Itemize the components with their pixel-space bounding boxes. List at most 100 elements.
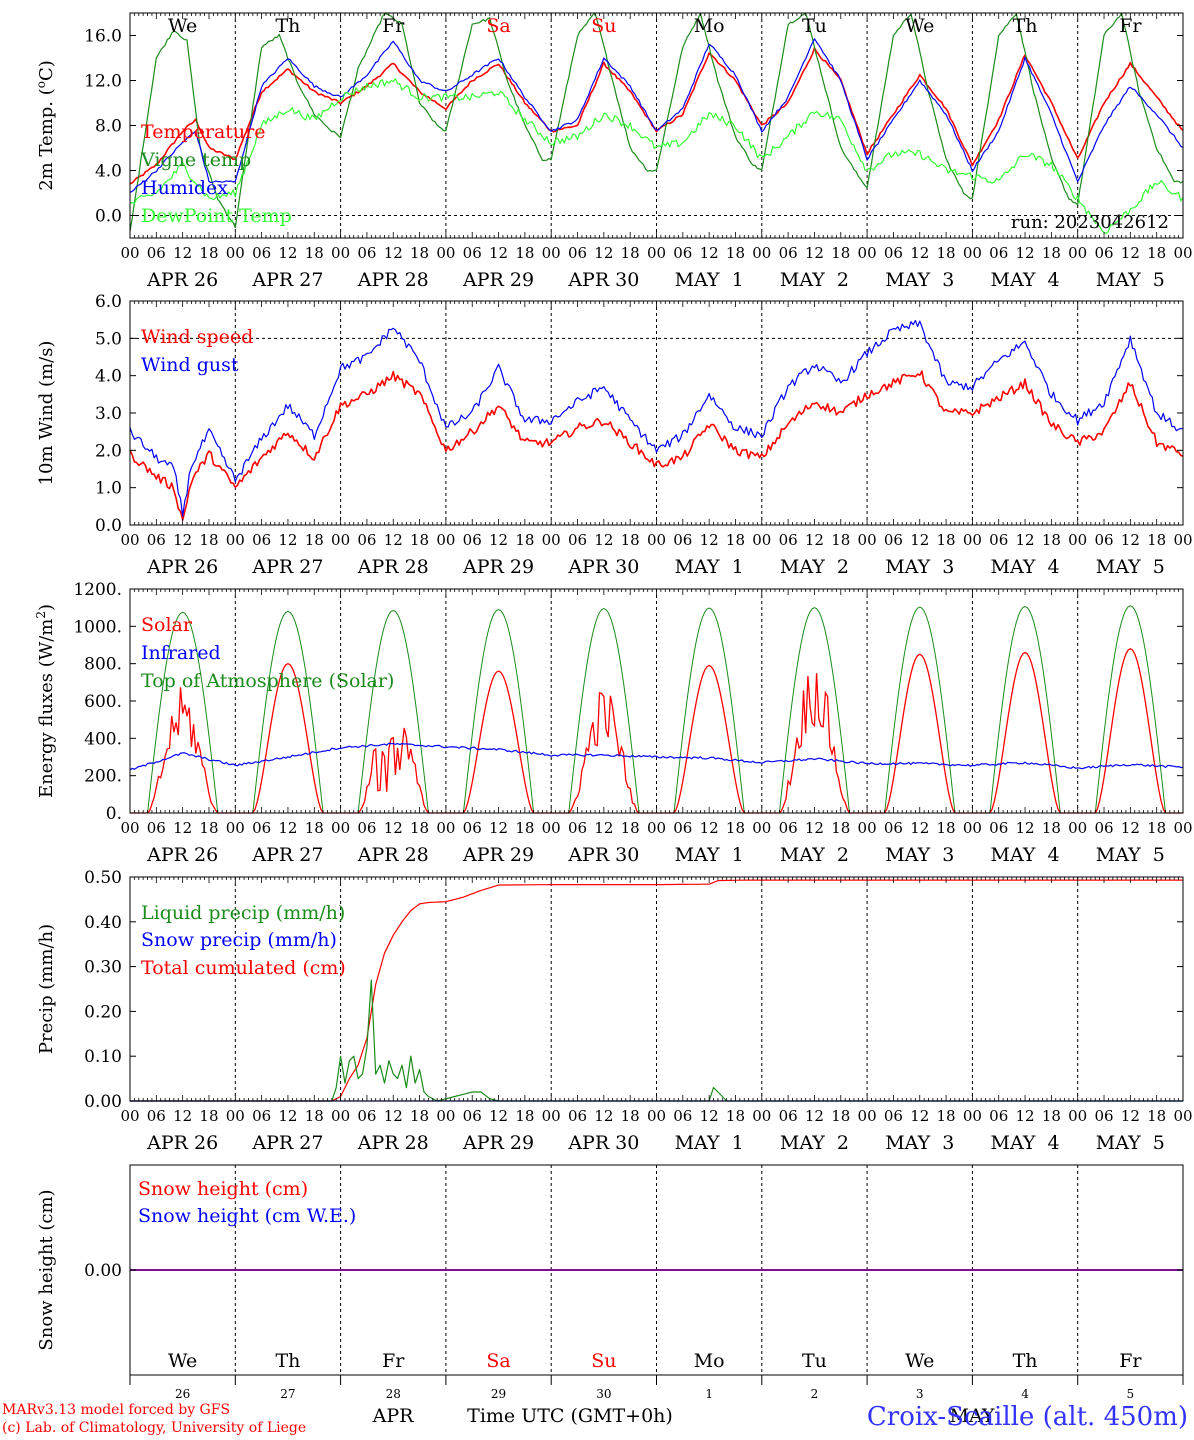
x-date-label: APR 27 (251, 1132, 323, 1154)
x-hour-label: 18 (1042, 244, 1061, 262)
y-tick-label: 800. (84, 655, 122, 675)
x-hour-label: 12 (173, 244, 192, 262)
legend-entry: Infrared (141, 642, 221, 664)
legend-entry: Total cumulated (cm) (141, 957, 346, 979)
x-hour-label: 00 (331, 531, 350, 549)
x-hour-label: 00 (858, 1107, 877, 1125)
day-number: 2 (811, 1387, 819, 1401)
x-hour-label: 00 (120, 819, 139, 837)
day-name: Fr (1119, 1350, 1142, 1372)
x-date-label: APR 26 (146, 269, 218, 291)
x-hour-label: 06 (673, 244, 692, 262)
x-date-label: MAY 3 (885, 269, 954, 291)
x-hour-label: 12 (278, 244, 297, 262)
x-hour-label: 00 (120, 244, 139, 262)
y-tick-label: 3.0 (95, 404, 122, 424)
x-hour-label: 18 (937, 819, 956, 837)
x-hour-label: 18 (199, 1107, 218, 1125)
y-axis-label: Energy fluxes (W/m2) (34, 604, 57, 798)
x-date-label: MAY 2 (780, 269, 849, 291)
y-tick-label: 0.0 (95, 207, 122, 227)
x-hour-label: 06 (357, 244, 376, 262)
y-tick-label: 0.00 (84, 1261, 122, 1281)
x-hour-label: 06 (1094, 819, 1113, 837)
x-hour-label: 06 (357, 819, 376, 837)
x-hour-label: 06 (884, 1107, 903, 1125)
x-hour-label: 00 (1068, 819, 1087, 837)
x-hour-label: 06 (1094, 531, 1113, 549)
y-tick-label: 0.20 (84, 1002, 122, 1022)
y-tick-label: 6.0 (95, 292, 122, 312)
y-tick-label: 600. (84, 692, 122, 712)
x-hour-label: 06 (568, 819, 587, 837)
day-name: Su (591, 1350, 616, 1372)
x-hour-label: 06 (147, 244, 166, 262)
x-date-label: MAY 4 (990, 1132, 1059, 1154)
run-label: run: 2023042612 (1011, 212, 1169, 233)
x-hour-label: 00 (963, 531, 982, 549)
x-date-label: APR 27 (251, 556, 323, 578)
day-name: Th (1013, 1350, 1038, 1372)
x-date-label: APR 30 (567, 1132, 639, 1154)
day-number: 27 (280, 1387, 295, 1401)
x-hour-label: 06 (989, 531, 1008, 549)
x-hour-label: 18 (199, 531, 218, 549)
x-date-label: APR 30 (567, 269, 639, 291)
x-hour-label: 06 (357, 1107, 376, 1125)
x-hour-label: 12 (1121, 531, 1140, 549)
x-hour-label: 18 (1042, 819, 1061, 837)
x-hour-label: 06 (147, 1107, 166, 1125)
x-hour-label: 06 (147, 819, 166, 837)
chart-panel-snow: 0.00 Snow height (cm) We Th Fr Sa Su Mo Tu We Th Fr… (36, 1164, 1184, 1401)
day-name: Mo (694, 15, 725, 37)
x-date-label: APR 29 (462, 556, 534, 578)
x-hour-label: 06 (463, 819, 482, 837)
day-name: Fr (1119, 15, 1142, 37)
series-wind-speed (129, 370, 1184, 521)
x-hour-label: 06 (673, 531, 692, 549)
x-date-label: MAY 5 (1096, 556, 1165, 578)
day-name: Su (591, 15, 616, 37)
y-tick-label: 0.30 (84, 958, 122, 978)
x-date-label: MAY 4 (990, 844, 1059, 866)
x-date-label: MAY 4 (990, 556, 1059, 578)
x-hour-label: 12 (1121, 819, 1140, 837)
x-hour-label: 00 (226, 1107, 245, 1125)
day-name: We (168, 15, 197, 37)
x-hour-label: 18 (305, 1107, 324, 1125)
x-hour-label: 18 (410, 244, 429, 262)
x-hour-label: 00 (331, 244, 350, 262)
x-hour-label: 12 (489, 531, 508, 549)
station-name: Croix-Scaille (alt. 450m) (866, 1402, 1188, 1432)
x-date-label: APR 27 (251, 269, 323, 291)
x-hour-label: 00 (436, 1107, 455, 1125)
x-hour-label: 00 (752, 1107, 771, 1125)
day-number: 30 (596, 1387, 611, 1401)
x-hour-label: 12 (594, 1107, 613, 1125)
x-hour-label: 00 (752, 531, 771, 549)
y-axis-label: Precip (mm/h) (36, 924, 57, 1054)
x-hour-label: 06 (1094, 1107, 1113, 1125)
x-hour-label: 12 (384, 244, 403, 262)
x-hour-label: 00 (1173, 1107, 1192, 1125)
day-number: 5 (1127, 1387, 1135, 1401)
x-hour-label: 06 (884, 531, 903, 549)
day-name: Th (1013, 15, 1038, 37)
x-hour-label: 12 (489, 1107, 508, 1125)
x-date-label: APR 28 (357, 556, 429, 578)
series-wind-gust (129, 319, 1184, 517)
x-hour-label: 06 (779, 1107, 798, 1125)
y-tick-label: 0.0 (95, 516, 122, 536)
x-hour-label: 12 (173, 819, 192, 837)
x-hour-label: 06 (357, 531, 376, 549)
plot-frame (129, 300, 1184, 526)
credit-lab: (c) Lab. of Climatology, University of L… (2, 1420, 307, 1436)
x-hour-label: 12 (594, 531, 613, 549)
x-date-label: MAY 5 (1096, 1132, 1165, 1154)
legend-entry: Solar (141, 614, 193, 636)
x-hour-label: 00 (1173, 819, 1192, 837)
x-hour-label: 18 (621, 531, 640, 549)
y-tick-label: 0.40 (84, 913, 122, 933)
x-hour-label: 18 (726, 531, 745, 549)
day-number: 28 (386, 1387, 401, 1401)
